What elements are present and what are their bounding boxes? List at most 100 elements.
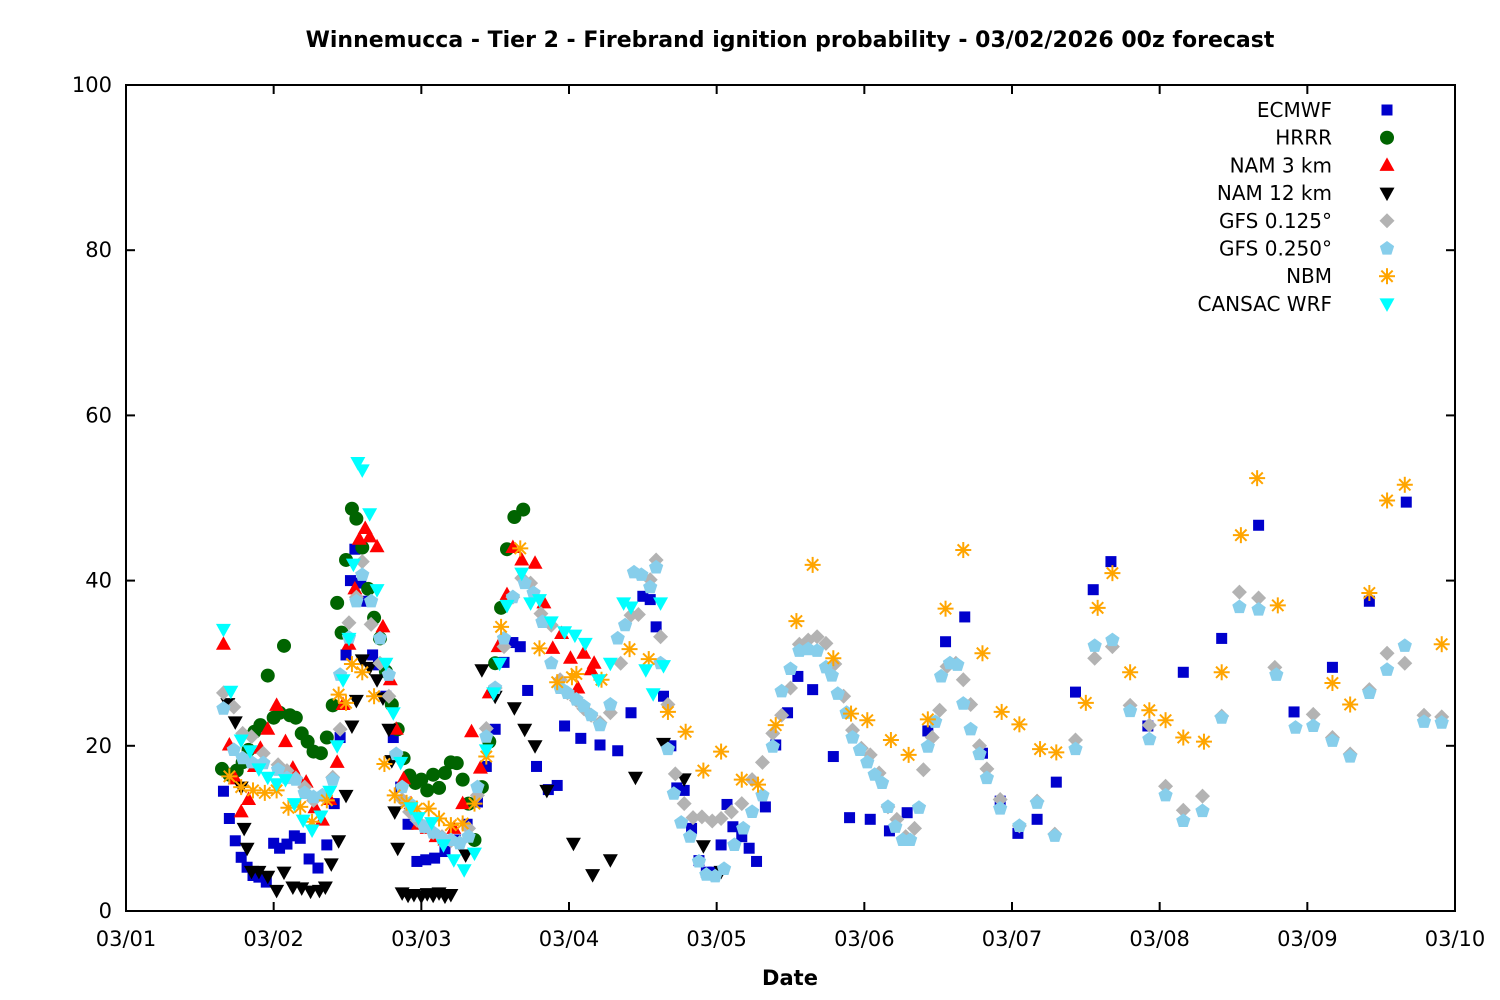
point <box>350 456 366 471</box>
point <box>338 789 354 804</box>
point <box>713 810 729 826</box>
point <box>349 511 364 526</box>
point <box>489 723 501 735</box>
x-tick-label: 03/06 <box>834 927 895 951</box>
point <box>616 597 632 611</box>
point <box>268 837 280 849</box>
point <box>456 864 472 878</box>
point <box>1380 130 1394 145</box>
point <box>288 772 303 786</box>
point <box>1197 735 1211 749</box>
point <box>1159 713 1172 727</box>
point <box>867 767 882 781</box>
point <box>1253 519 1265 531</box>
point <box>444 818 458 832</box>
point <box>656 660 672 674</box>
point <box>514 551 530 566</box>
point <box>446 854 462 868</box>
point <box>340 649 352 661</box>
point <box>378 757 391 771</box>
point <box>1400 496 1412 508</box>
point <box>864 813 876 825</box>
point <box>395 779 410 794</box>
point <box>235 851 247 863</box>
point <box>435 839 451 853</box>
point <box>765 739 780 753</box>
point <box>1175 802 1191 818</box>
point <box>474 664 490 678</box>
point <box>354 464 370 478</box>
point <box>1288 706 1300 718</box>
point <box>783 661 798 676</box>
point <box>388 721 404 735</box>
point <box>234 780 248 794</box>
point <box>461 829 476 843</box>
point <box>1215 665 1229 679</box>
point <box>902 748 915 762</box>
point <box>332 688 346 701</box>
point <box>325 698 340 713</box>
point <box>496 630 512 645</box>
point <box>602 657 618 672</box>
point <box>1232 599 1247 614</box>
x-tick-label: 03/09 <box>1277 927 1338 951</box>
point <box>329 740 345 754</box>
point <box>880 799 896 813</box>
y-tick-label: 100 <box>72 73 112 97</box>
point <box>411 855 423 867</box>
point <box>480 760 492 772</box>
point <box>321 839 333 851</box>
point <box>269 884 285 899</box>
point <box>883 825 895 837</box>
point <box>390 842 406 857</box>
x-tick-label: 03/10 <box>1425 927 1486 951</box>
point <box>686 822 698 834</box>
point <box>539 784 555 799</box>
point <box>1123 703 1138 718</box>
point <box>617 617 633 632</box>
legend-label-gfs-0-250-: GFS 0.250° <box>1219 237 1332 261</box>
point <box>1326 661 1338 673</box>
point <box>317 881 333 896</box>
point <box>260 668 275 683</box>
point <box>251 865 267 880</box>
point <box>959 611 971 623</box>
point <box>576 645 592 659</box>
point <box>774 707 790 723</box>
point <box>227 770 243 785</box>
series-gfs-0-125- <box>215 552 1450 850</box>
legend-marker-pentagon <box>1379 241 1395 255</box>
point <box>1158 787 1173 802</box>
point <box>367 689 381 703</box>
chart-title: Winnemucca - Tier 2 - Firebrand ignition… <box>305 28 1275 53</box>
point <box>570 667 583 681</box>
point <box>339 696 353 710</box>
point <box>269 697 285 711</box>
point <box>666 786 681 800</box>
point <box>458 849 474 863</box>
point <box>506 702 522 716</box>
point <box>505 539 521 554</box>
point <box>723 804 739 820</box>
point <box>295 814 311 829</box>
point <box>313 810 329 825</box>
point <box>470 779 485 794</box>
point <box>844 707 858 720</box>
point <box>420 783 435 798</box>
point <box>255 745 271 761</box>
point <box>972 746 987 761</box>
point <box>347 580 363 595</box>
point <box>387 732 399 744</box>
y-tick-label: 20 <box>85 734 112 758</box>
point <box>956 696 971 710</box>
point <box>258 786 272 800</box>
point <box>345 558 361 573</box>
point <box>466 847 482 862</box>
point <box>1325 733 1340 747</box>
point <box>1079 696 1093 710</box>
y-axis: 0 20 40 60 80 100 <box>72 73 1455 923</box>
point <box>341 632 357 647</box>
point <box>1195 803 1210 818</box>
point <box>625 707 637 719</box>
point <box>369 538 385 553</box>
